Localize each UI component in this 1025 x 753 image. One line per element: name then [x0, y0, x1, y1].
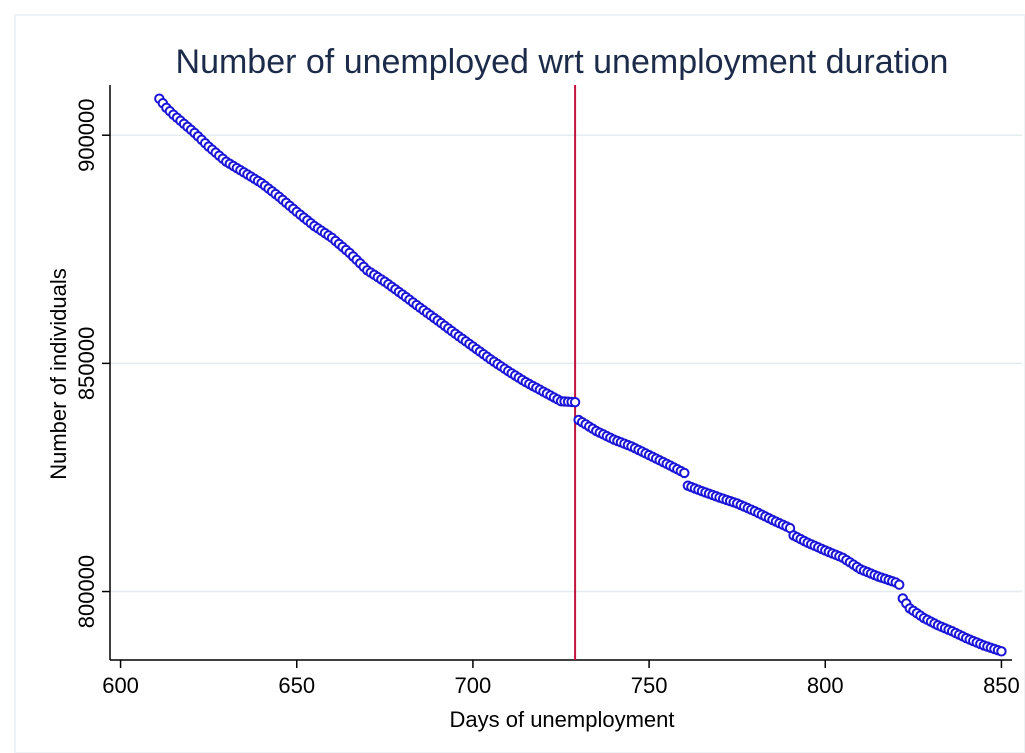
x-tick-label: 700: [455, 673, 492, 698]
x-tick-label: 850: [983, 673, 1020, 698]
axes: 800000 850000 900000 600 650 700 750 800 850: [74, 85, 1020, 698]
y-tick-label: 850000: [74, 327, 99, 400]
x-tick-label: 750: [631, 673, 668, 698]
data-points: [154, 93, 1007, 657]
y-axis-label: Number of individuals: [46, 268, 71, 480]
y-tick-label: 900000: [74, 98, 99, 171]
data-point: [996, 646, 1007, 657]
data-point: [569, 396, 581, 408]
x-axis-label: Days of unemployment: [450, 707, 675, 732]
outer-frame: [14, 14, 1025, 753]
data-point: [894, 579, 905, 590]
y-tick-label: 800000: [74, 555, 99, 628]
chart-title: Number of unemployed wrt unemployment du…: [176, 43, 949, 81]
data-point: [679, 467, 690, 479]
x-tick-label: 600: [102, 673, 139, 698]
x-tick-label: 650: [278, 673, 315, 698]
x-tick-label: 800: [807, 673, 844, 698]
grid-lines: [110, 134, 1022, 593]
